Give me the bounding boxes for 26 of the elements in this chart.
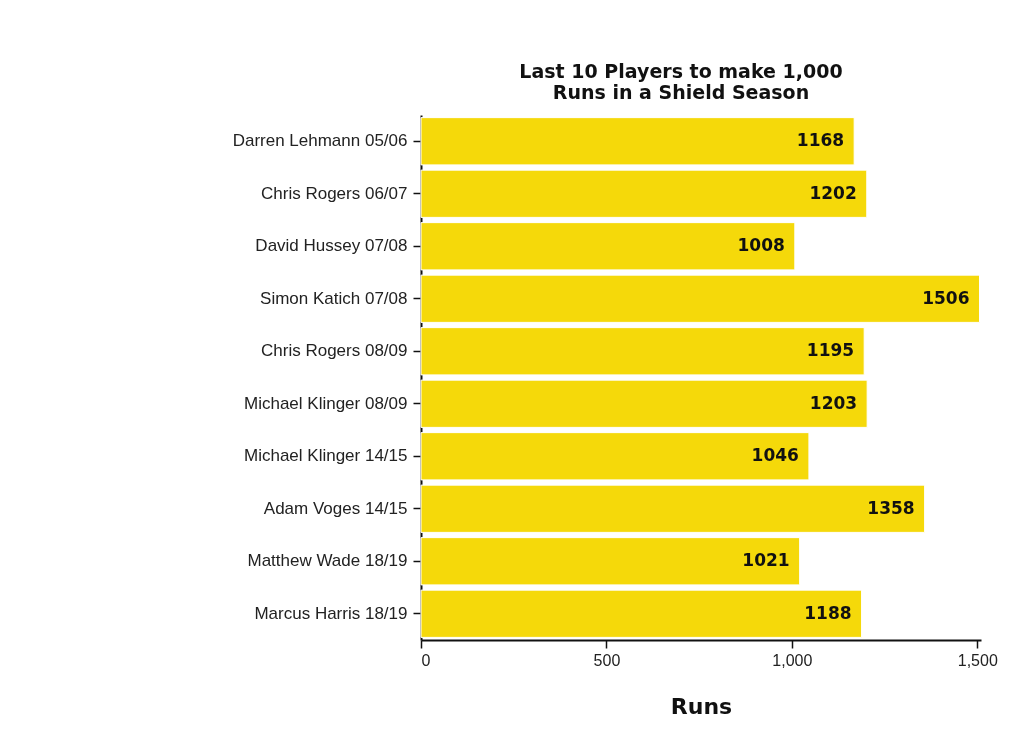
y-tick-label: David Hussey 07/08 [255, 236, 408, 256]
x-tick-label: 500 [593, 651, 621, 669]
x-tick-label: 1,000 [772, 651, 813, 669]
x-axis-title: Runs [670, 693, 733, 719]
data-label: 1168 [796, 130, 845, 151]
x-tick-label: 0 [421, 651, 431, 669]
data-label: 1046 [751, 445, 799, 466]
y-tick-label: Matthew Wade 18/19 [247, 551, 408, 571]
y-tick-label: Darren Lehmann 05/06 [232, 131, 408, 151]
y-tick-label: Marcus Harris 18/19 [254, 603, 408, 623]
y-tick-label: Adam Voges 14/15 [263, 498, 408, 518]
data-label: 1188 [804, 602, 852, 623]
data-label: 1195 [806, 340, 855, 361]
data-label: 1202 [809, 182, 857, 203]
chart-title: Last 10 Players to make 1,000 Runs in a Shield Season [519, 60, 843, 103]
x-tick-label: 1,500 [957, 651, 998, 669]
y-tick-label: Chris Rogers 06/07 [261, 183, 408, 203]
y-tick-label: Michael Klinger 08/09 [244, 393, 408, 413]
data-label: 1021 [742, 550, 790, 571]
data-label: 1506 [922, 287, 970, 308]
data-label: 1203 [809, 392, 858, 413]
data-label: 1358 [867, 497, 915, 518]
y-tick-label: Chris Rogers 08/09 [261, 341, 408, 361]
y-tick-label: Simon Katich 07/08 [260, 288, 408, 308]
y-tick-label: Michael Klinger 14/15 [244, 446, 408, 466]
data-label: 1008 [737, 235, 785, 256]
